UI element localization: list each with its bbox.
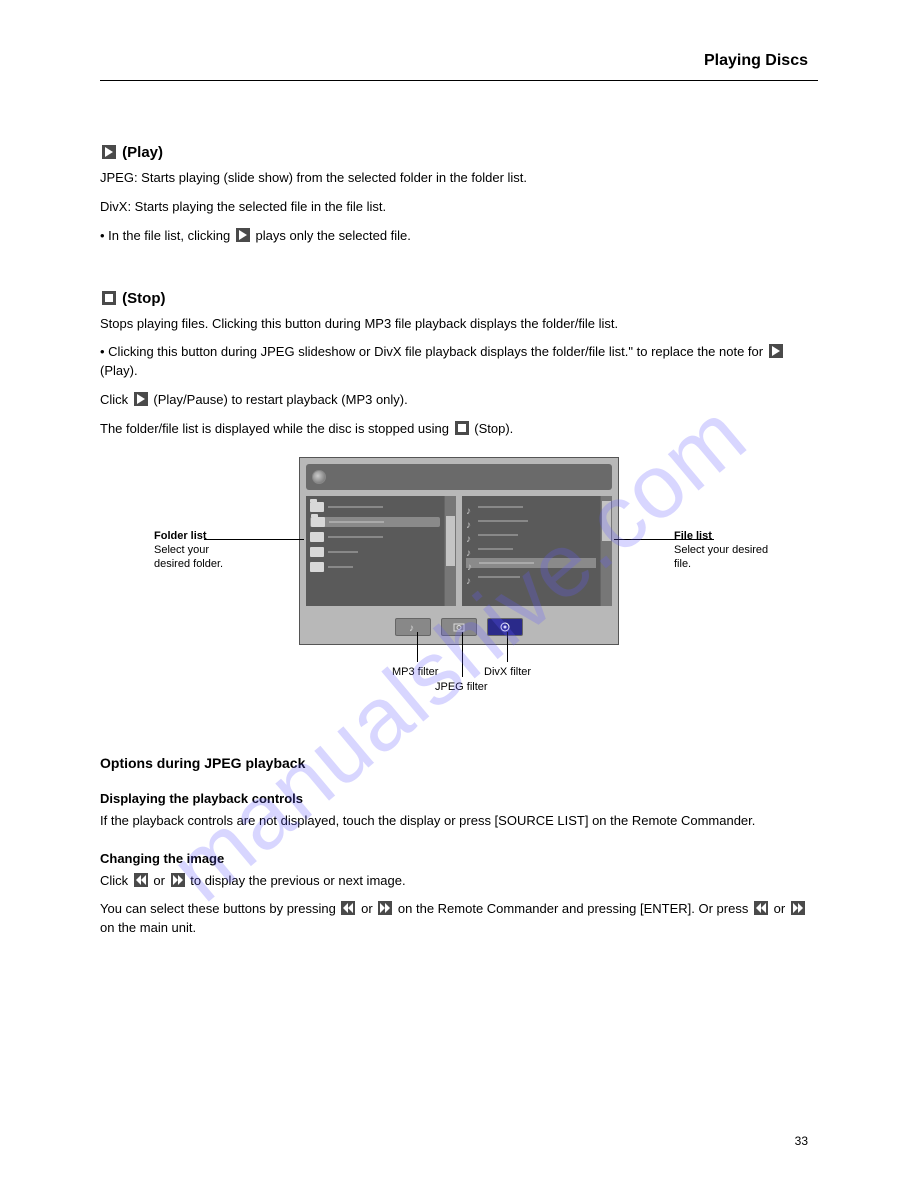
callout-line xyxy=(507,632,508,662)
change-image-heading: Changing the image xyxy=(100,851,818,866)
stop-body-2: • Clicking this button during JPEG slide… xyxy=(100,343,818,381)
folder-row[interactable] xyxy=(310,547,440,557)
play-pause-icon xyxy=(134,392,148,406)
play-icon-inline-2 xyxy=(769,344,783,358)
music-note-icon xyxy=(466,544,474,554)
jpeg-filter-callout: JPEG filter xyxy=(435,680,488,694)
disc-icon xyxy=(312,470,326,484)
stop-heading-text: (Stop) xyxy=(122,290,165,307)
mp3-filter-callout: MP3 filter xyxy=(392,665,438,679)
stop-extra-1: Click (Play/Pause) to restart playback (… xyxy=(100,391,818,410)
play-body-1: JPEG: Starts playing (slide show) from t… xyxy=(100,169,818,188)
file-row[interactable] xyxy=(466,502,596,512)
rewind-icon xyxy=(341,901,355,915)
music-note-icon xyxy=(467,558,475,568)
divx-filter-callout: DivX filter xyxy=(484,665,531,679)
jpeg-filter-button[interactable] xyxy=(441,618,477,636)
rewind-icon xyxy=(754,901,768,915)
jpeg-options-heading: Options during JPEG playback xyxy=(100,755,818,771)
divx-filter-button[interactable] xyxy=(487,618,523,636)
page-number: 33 xyxy=(795,1134,808,1148)
fast-forward-icon xyxy=(791,901,805,915)
scroll-thumb[interactable] xyxy=(446,516,455,566)
folder-pane[interactable] xyxy=(306,496,456,606)
mp3-filter-button[interactable]: ♪ xyxy=(395,618,431,636)
ui-screen: ♪ xyxy=(299,457,619,645)
folder-row[interactable] xyxy=(310,562,440,572)
music-note-icon xyxy=(466,572,474,582)
folder-row[interactable] xyxy=(310,532,440,542)
fast-forward-icon xyxy=(378,901,392,915)
display-controls-body: If the playback controls are not display… xyxy=(100,812,818,831)
file-list-callout: File list Select your desired file. xyxy=(674,529,769,572)
play-heading: (Play) xyxy=(100,144,818,161)
folder-list-callout: Folder list Select your desired folder. xyxy=(154,529,244,572)
file-browser-diagram: ♪ Folder list Select your desired folder… xyxy=(209,457,709,645)
music-note-icon xyxy=(466,502,474,512)
play-heading-text: (Play) xyxy=(122,144,163,161)
file-row[interactable] xyxy=(466,544,596,554)
scroll-thumb[interactable] xyxy=(602,501,611,541)
folder-scrollbar[interactable] xyxy=(444,496,456,606)
display-controls-heading: Displaying the playback controls xyxy=(100,791,818,806)
folder-row-selected[interactable] xyxy=(310,517,440,527)
svg-text:♪: ♪ xyxy=(409,623,414,633)
file-row-selected[interactable] xyxy=(466,558,596,568)
stop-extra-2: The folder/file list is displayed while … xyxy=(100,420,818,439)
file-row[interactable] xyxy=(466,516,596,526)
stop-icon-inline-2 xyxy=(455,421,469,435)
play-icon-inline xyxy=(236,228,250,242)
folder-row[interactable] xyxy=(310,502,440,512)
stop-body-1: Stops playing files. Clicking this butto… xyxy=(100,315,818,334)
change-image-body-1: Click or to display the previous or next… xyxy=(100,872,818,891)
music-note-icon xyxy=(466,516,474,526)
play-note: • In the file list, clicking plays only … xyxy=(100,227,818,246)
file-row[interactable] xyxy=(466,572,596,582)
change-image-body-2: You can select these buttons by pressing… xyxy=(100,900,818,938)
ui-titlebar xyxy=(306,464,612,490)
file-scrollbar[interactable] xyxy=(600,496,612,606)
callout-line xyxy=(417,632,418,662)
file-row[interactable] xyxy=(466,530,596,540)
filter-bar: ♪ xyxy=(300,612,618,644)
rewind-icon xyxy=(134,873,148,887)
music-note-icon xyxy=(466,530,474,540)
header-rule xyxy=(100,80,818,81)
file-pane[interactable] xyxy=(462,496,612,606)
stop-icon xyxy=(102,291,116,305)
fast-forward-icon xyxy=(171,873,185,887)
play-icon xyxy=(102,145,116,159)
stop-heading: (Stop) xyxy=(100,290,818,307)
play-body-2: DivX: Starts playing the selected file i… xyxy=(100,198,818,217)
callout-line xyxy=(462,632,463,677)
page-header-title: Playing Discs xyxy=(704,52,808,70)
